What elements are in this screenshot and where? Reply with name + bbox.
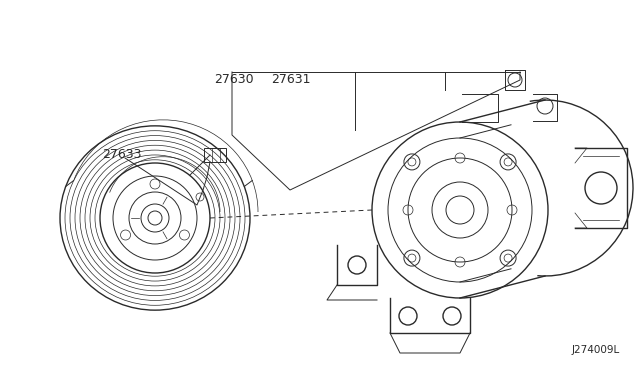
Text: J274009L: J274009L: [572, 345, 620, 355]
Text: 27633: 27633: [102, 148, 141, 161]
Text: 27631: 27631: [271, 74, 311, 86]
Bar: [204, 148, 226, 162]
Text: 27630: 27630: [214, 74, 253, 86]
